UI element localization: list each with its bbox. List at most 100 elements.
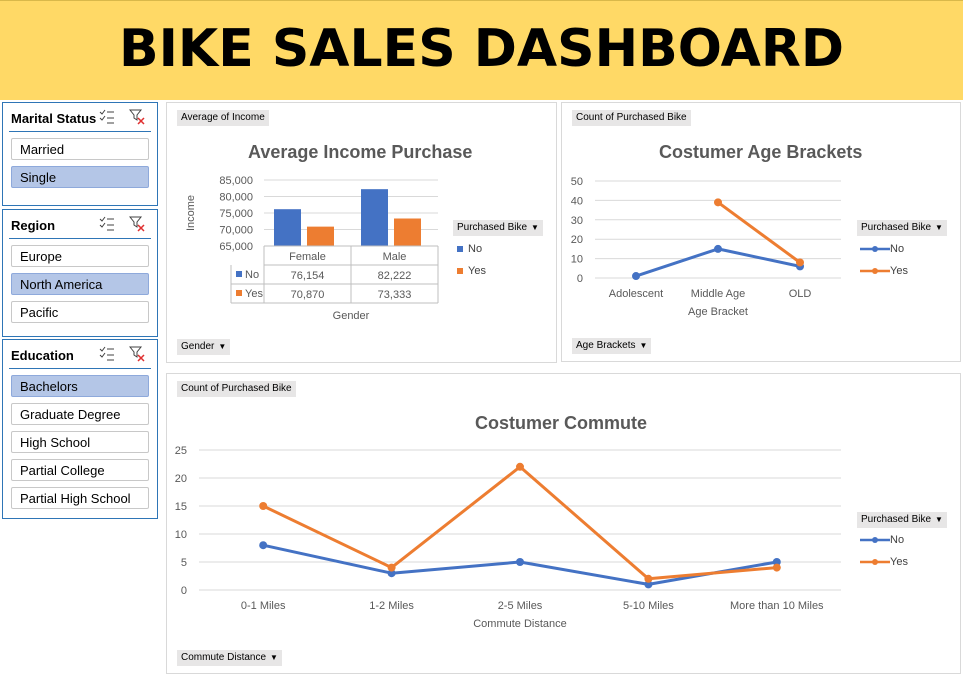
bar [274, 209, 301, 246]
chart-title: Costumer Age Brackets [659, 142, 863, 162]
slicer-item[interactable]: Single [11, 166, 149, 188]
income-chart: 65,000 70,000 75,000 80,000 85,000 Income Fema… [185, 175, 439, 322]
x-tick-label: Middle Age [691, 288, 745, 300]
data-point [516, 558, 524, 566]
x-tick-label: More than 10 Miles [730, 600, 824, 612]
legend-field-label: Purchased Bike [861, 222, 932, 233]
data-point [387, 569, 396, 578]
y-tick-label: 25 [175, 445, 187, 457]
multi-select-icon[interactable] [99, 216, 115, 232]
legend-entry-yes: Yes [457, 265, 486, 277]
commute-chart: 0 5 10 15 20 25 0-1 Miles 1-2 Miles 2-5 Miles 5-1… [175, 445, 841, 630]
value-field-button[interactable]: Count of Purchased Bike [177, 381, 296, 397]
slicer-items: Married Single [3, 138, 157, 188]
data-point [644, 580, 653, 589]
bar [307, 226, 334, 246]
slicer-title: Education [11, 348, 74, 363]
slicer-item[interactable]: Pacific [11, 301, 149, 323]
slicer-region: Region Europe North America Pacific [2, 209, 158, 337]
slicer-item[interactable]: Bachelors [11, 375, 149, 397]
x-tick-label: Female [289, 251, 326, 263]
legend-label: Yes [890, 265, 908, 277]
value-field-button[interactable]: Average of Income [177, 110, 269, 126]
legend-line-icon [860, 559, 890, 566]
data-point [772, 563, 781, 572]
slicer-item[interactable]: Partial College [11, 459, 149, 481]
age-chart: 0 10 20 30 40 50 Adolescent Middle Age OLD Age Br… [571, 176, 841, 318]
clear-filter-icon[interactable] [129, 109, 145, 125]
axis-field-button[interactable]: Gender ▼ [177, 339, 231, 355]
table-series-label: No [245, 269, 259, 281]
legend-field-button[interactable]: Purchased Bike ▼ [857, 220, 947, 236]
slicer-item[interactable]: High School [11, 431, 149, 453]
y-axis-title: Income [185, 195, 197, 231]
commute-chart-panel[interactable]: Count of Purchased Bike Costumer Commute… [166, 373, 961, 674]
dropdown-arrow-icon: ▼ [218, 342, 227, 351]
income-chart-panel[interactable]: Average of Income Average Income Purchas… [166, 102, 557, 363]
legend-line-icon [860, 246, 890, 253]
x-tick-label: 2-5 Miles [498, 600, 543, 612]
dropdown-arrow-icon: ▼ [935, 515, 943, 524]
data-label: 73,333 [378, 289, 412, 301]
data-label: 70,870 [291, 289, 325, 301]
y-tick-label: 30 [571, 215, 583, 227]
value-field-label: Count of Purchased Bike [181, 383, 292, 394]
age-chart-panel[interactable]: Count of Purchased Bike Costumer Age Bra… [561, 102, 961, 362]
x-axis-title: Commute Distance [473, 618, 567, 630]
slicer-header: Education [9, 340, 151, 369]
multi-select-icon[interactable] [99, 109, 115, 125]
axis-field-button[interactable]: Commute Distance ▼ [177, 650, 282, 666]
y-tick-label: 50 [571, 176, 583, 188]
y-tick-label: 15 [175, 501, 187, 513]
slicer-item[interactable]: Graduate Degree [11, 403, 149, 425]
axis-field-label: Gender [181, 341, 215, 352]
legend-field-label: Purchased Bike [861, 514, 932, 525]
dropdown-arrow-icon: ▼ [935, 223, 943, 232]
slicer-header: Marital Status [9, 103, 151, 132]
data-point [644, 574, 653, 583]
legend-entry-no: No [860, 243, 904, 255]
value-field-label: Average of Income [181, 112, 265, 123]
title-banner: BIKE SALES DASHBOARD [0, 0, 963, 100]
axis-field-button[interactable]: Age Brackets ▼ [572, 338, 652, 354]
data-point [259, 541, 268, 550]
legend-label: Yes [468, 265, 486, 277]
slicer-item[interactable]: North America [11, 273, 149, 295]
legend-entry-yes: Yes [860, 265, 908, 277]
multi-select-icon[interactable] [99, 346, 115, 362]
dropdown-arrow-icon: ▼ [531, 223, 539, 232]
series-line [717, 201, 801, 264]
x-axis-title: Gender [333, 310, 370, 322]
x-tick-label: Male [383, 251, 407, 263]
x-axis-title: Age Bracket [688, 306, 748, 318]
legend-label: No [890, 534, 905, 546]
y-tick-label: 20 [571, 234, 583, 246]
slicer-header: Region [9, 210, 151, 239]
data-point [632, 272, 640, 281]
legend-label: No [468, 243, 483, 255]
legend-label: No [890, 243, 905, 255]
value-field-button[interactable]: Count of Purchased Bike [572, 110, 691, 126]
legend-field-button[interactable]: Purchased Bike ▼ [857, 512, 947, 528]
data-label: 76,154 [291, 270, 325, 282]
legend-square-icon [457, 268, 463, 274]
slicer-item[interactable]: Partial High School [11, 487, 149, 509]
slicer-title: Marital Status [11, 111, 97, 126]
legend-label: Yes [890, 556, 908, 568]
y-tick-label: 40 [571, 195, 583, 207]
slicer-education: Education Bachelors Graduate Degree High S… [2, 339, 158, 519]
slicer-items: Europe North America Pacific [3, 245, 157, 323]
bar [394, 218, 421, 246]
x-tick-label: 5-10 Miles [623, 600, 674, 612]
y-tick-label: 75,000 [219, 208, 253, 220]
slicer-item[interactable]: Married [11, 138, 149, 160]
clear-filter-icon[interactable] [129, 216, 145, 232]
chart-title: Average Income Purchase [248, 142, 473, 162]
clear-filter-icon[interactable] [129, 346, 145, 362]
axis-field-label: Commute Distance [181, 652, 267, 663]
slicer-item[interactable]: Europe [11, 245, 149, 267]
data-point [714, 198, 722, 207]
legend-field-button[interactable]: Purchased Bike ▼ [453, 220, 543, 236]
y-tick-label: 5 [181, 557, 187, 569]
table-series-label: Yes [245, 288, 263, 300]
